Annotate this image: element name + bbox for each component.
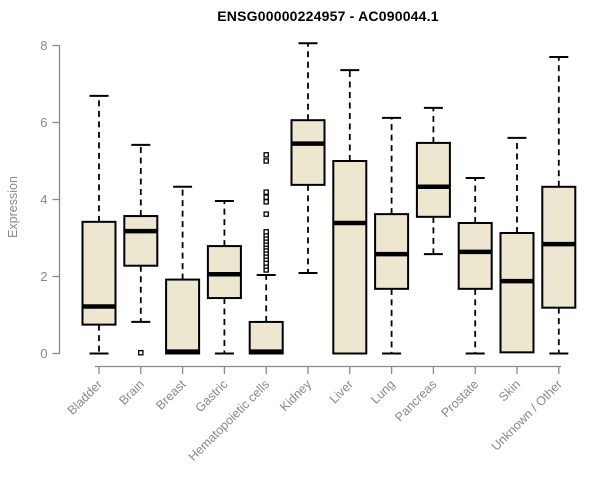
x-tick-label: Breast — [153, 377, 189, 413]
box-pancreas — [415, 106, 451, 256]
iqr-box — [290, 119, 326, 186]
x-tick-label: Prostate — [438, 377, 481, 420]
iqr-box — [374, 213, 410, 290]
y-tick-label: 2 — [40, 269, 47, 284]
y-axis: 0 2 4 6 8 — [40, 38, 61, 361]
outlier-point — [263, 158, 269, 164]
chart-title: ENSG00000224957 - AC090044.1 — [217, 8, 439, 24]
box-brain — [123, 143, 159, 356]
iqr-box — [165, 278, 201, 355]
y-tick-label: 8 — [40, 38, 47, 53]
outlier-point — [263, 211, 269, 217]
iqr-box — [415, 141, 451, 218]
iqr-box — [541, 185, 577, 309]
outlier-point — [263, 189, 269, 195]
iqr-box — [81, 220, 117, 326]
iqr-box — [332, 160, 368, 355]
x-tick-label: Lung — [368, 377, 398, 407]
box-breast — [165, 185, 201, 355]
iqr-box — [457, 221, 493, 290]
x-tick-label: Brain — [116, 377, 147, 408]
iqr-box — [499, 231, 535, 354]
y-tick-label: 6 — [40, 115, 47, 130]
x-tick-label: Bladder — [65, 377, 105, 417]
box-liver — [332, 69, 368, 355]
box-hematopoietic-cells — [248, 152, 284, 355]
outlier-point — [138, 349, 144, 356]
box-prostate — [457, 176, 493, 355]
y-tick-label: 4 — [40, 192, 47, 207]
x-tick-label: Liver — [327, 377, 356, 406]
iqr-box — [248, 320, 284, 355]
x-tick-label: Kidney — [277, 377, 314, 414]
box-kidney — [290, 42, 326, 275]
x-tick-label: Unknown / Other — [489, 377, 565, 453]
outlier-point — [263, 199, 269, 205]
box-gastric — [206, 200, 242, 355]
x-tick-label: Skin — [496, 377, 523, 404]
box-skin — [499, 136, 535, 354]
y-tick-label: 0 — [40, 346, 47, 361]
box-unknown-other — [541, 56, 577, 355]
x-tick-label: Pancreas — [392, 377, 439, 424]
box-bladder — [81, 94, 117, 355]
box-lung — [374, 116, 410, 355]
x-tick-label: Gastric — [193, 377, 231, 415]
outlier-point — [263, 152, 269, 158]
outlier-point — [263, 229, 269, 235]
outlier-point — [263, 194, 269, 200]
iqr-box — [123, 215, 159, 267]
x-tick-label: Hematopoietic cells — [186, 377, 273, 464]
